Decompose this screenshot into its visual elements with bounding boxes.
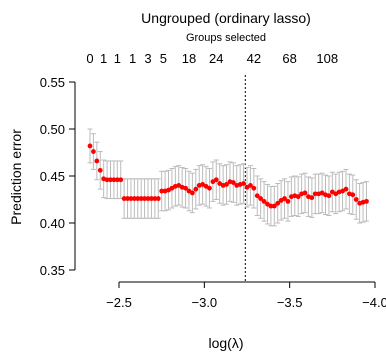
data-point (149, 196, 154, 201)
x-axis-label: log(λ) (208, 335, 243, 351)
x-tick-label: −4.0 (362, 295, 386, 310)
data-point (145, 196, 151, 201)
top-tick-label: 0 (86, 51, 93, 66)
data-point (138, 196, 144, 201)
data-point (121, 196, 127, 201)
data-point (343, 186, 349, 192)
top-tick-label: 18 (182, 51, 196, 66)
data-point (364, 198, 369, 204)
data-point (268, 203, 274, 209)
data-point (131, 196, 137, 201)
x-tick-label: −2.5 (106, 295, 132, 310)
top-axis-tick-labels: 0 1 1 1 3 5 18 24 42 68 108 (86, 51, 338, 66)
data-point (326, 193, 332, 199)
top-tick-label: 42 (247, 51, 261, 66)
data-point (251, 185, 257, 191)
data-point (91, 149, 96, 154)
top-axis-label: Groups selected (186, 32, 266, 44)
data-point (258, 196, 264, 201)
data-point (230, 180, 236, 185)
data-point (111, 177, 117, 183)
data-point (189, 190, 195, 196)
data-point (275, 200, 281, 206)
data-point (155, 196, 161, 201)
data-point (104, 177, 110, 183)
x-axis: −2.5 −3.0 −3.5 −4.0 (106, 281, 386, 310)
y-tick-label: 0.35 (40, 263, 65, 278)
y-axis: 0.35 0.40 0.45 0.50 0.55 (40, 75, 76, 278)
data-point (97, 167, 103, 173)
data-point (193, 186, 199, 192)
data-point (183, 185, 188, 191)
data-point (118, 177, 124, 183)
top-tick-label: 3 (144, 51, 151, 66)
data-point (128, 196, 134, 201)
top-tick-label: 5 (160, 51, 167, 66)
data-point (125, 196, 130, 201)
x-tick-label: −3.0 (192, 295, 218, 310)
y-tick-label: 0.55 (40, 75, 65, 90)
data-point (295, 194, 301, 200)
error-bars (87, 128, 369, 227)
data-points (87, 143, 369, 209)
data-point (213, 177, 219, 183)
data-point (135, 196, 141, 201)
data-point (114, 177, 120, 183)
data-point (207, 185, 212, 191)
data-point (271, 203, 277, 209)
top-tick-label: 68 (282, 51, 296, 66)
data-point (261, 198, 267, 204)
y-tick-label: 0.40 (40, 216, 65, 231)
data-point (254, 193, 260, 199)
data-point (312, 191, 318, 197)
top-tick-label: 24 (209, 51, 223, 66)
data-point (159, 188, 165, 194)
y-tick-label: 0.50 (40, 122, 65, 137)
x-tick-label: −3.5 (277, 295, 303, 310)
data-point (353, 197, 359, 202)
data-point (302, 190, 308, 196)
data-point (248, 183, 253, 188)
data-point (282, 196, 287, 201)
data-point (94, 158, 100, 164)
top-tick-label: 108 (316, 51, 338, 66)
y-tick-label: 0.45 (40, 169, 65, 184)
top-tick-label: 1 (114, 51, 121, 66)
top-tick-label: 1 (129, 51, 136, 66)
chart-title: Ungrouped (ordinary lasso) (141, 10, 311, 26)
data-point (142, 196, 148, 201)
data-point (241, 181, 246, 186)
data-point (224, 182, 229, 187)
data-point (309, 195, 315, 201)
data-point (108, 177, 113, 183)
data-point (152, 196, 158, 201)
y-axis-label: Prediction error (8, 129, 24, 225)
data-point (350, 192, 356, 198)
data-point (87, 143, 93, 149)
top-tick-label: 1 (100, 51, 107, 66)
data-point (285, 198, 291, 204)
